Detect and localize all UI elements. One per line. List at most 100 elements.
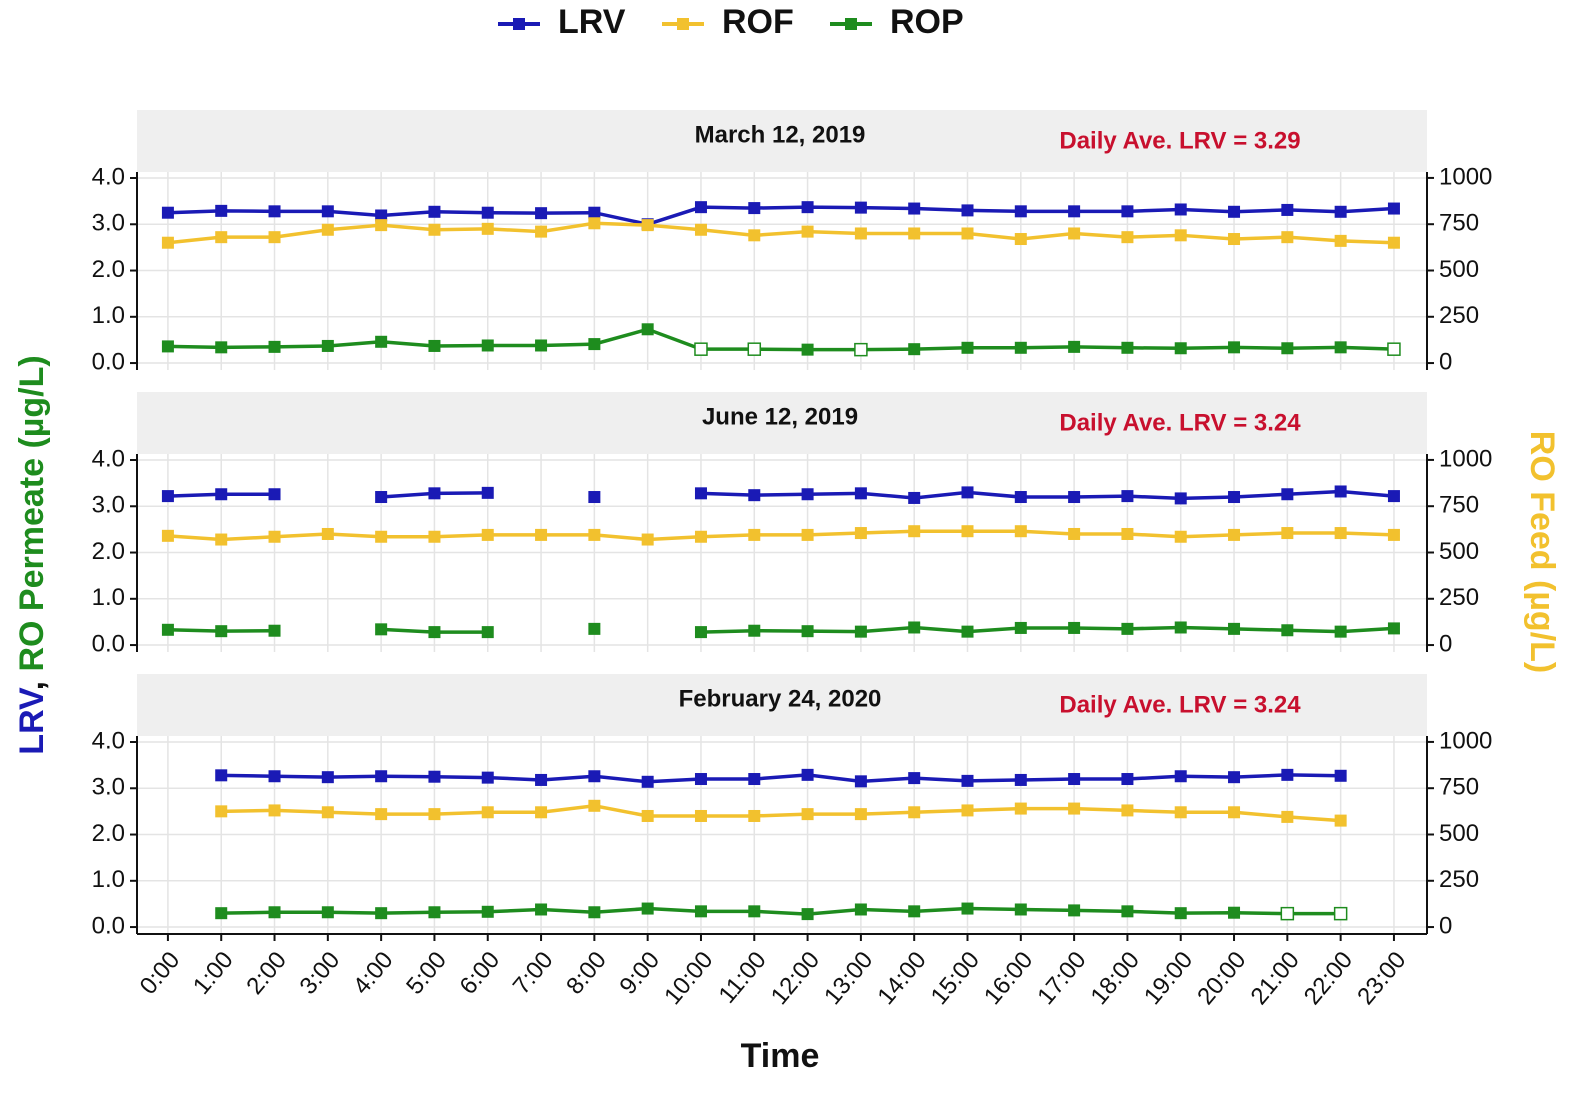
point	[321, 771, 334, 784]
panel-title: February 24, 2020	[679, 685, 882, 712]
y2-tick-label: 1000	[1439, 727, 1492, 754]
legend-label: ROF	[722, 3, 794, 41]
point	[641, 533, 654, 546]
point	[161, 236, 174, 249]
series-line	[700, 625, 1395, 634]
point	[375, 808, 388, 821]
point	[1281, 527, 1294, 540]
point	[481, 206, 494, 219]
x-tick-label: 7:00	[508, 947, 559, 1000]
point	[215, 341, 228, 354]
point	[908, 491, 921, 504]
point	[1334, 625, 1347, 638]
point	[641, 323, 654, 336]
point	[1174, 229, 1187, 242]
point	[1174, 621, 1187, 634]
point	[1121, 804, 1134, 817]
legend-marker	[677, 18, 689, 30]
y-tick-label: 3.0	[92, 492, 125, 519]
y2-tick-label: 250	[1439, 584, 1479, 611]
point	[1334, 485, 1347, 498]
point	[428, 626, 441, 639]
point	[268, 906, 281, 919]
point	[748, 624, 761, 637]
point	[1068, 527, 1081, 540]
point	[1281, 624, 1294, 637]
y-tick-label: 2.0	[92, 538, 125, 565]
x-tick-label: 2:00	[241, 947, 292, 1000]
y-tick-label: 0.0	[92, 348, 125, 375]
panel-title: June 12, 2019	[702, 403, 858, 430]
point	[1334, 769, 1347, 782]
point	[694, 487, 707, 500]
point	[641, 902, 654, 915]
point	[428, 770, 441, 783]
point	[961, 902, 974, 915]
point	[961, 204, 974, 217]
point	[961, 227, 974, 240]
x-tick-label: 1:00	[188, 947, 239, 1000]
y-tick-label: 4.0	[92, 727, 125, 754]
y-tick-label: 2.0	[92, 820, 125, 847]
point	[801, 201, 814, 214]
point	[1068, 340, 1081, 353]
point	[1174, 492, 1187, 505]
y2-tick-label: 0	[1439, 630, 1452, 657]
point	[1014, 233, 1027, 246]
point	[321, 339, 334, 352]
x-tick-label: 4:00	[348, 947, 399, 1000]
point	[694, 223, 707, 236]
point	[1334, 234, 1347, 247]
point	[1174, 530, 1187, 543]
point	[428, 205, 441, 218]
strip	[137, 392, 1427, 454]
point	[1228, 806, 1241, 819]
point	[375, 907, 388, 920]
point	[535, 903, 548, 916]
point	[1387, 528, 1400, 541]
point	[1068, 205, 1081, 218]
point	[375, 219, 388, 232]
point	[748, 202, 761, 215]
point	[908, 905, 921, 918]
point	[1280, 906, 1295, 921]
point	[801, 343, 814, 356]
point	[1121, 527, 1134, 540]
point	[854, 775, 867, 788]
point	[641, 809, 654, 822]
point	[748, 905, 761, 918]
point	[1387, 622, 1400, 635]
series-line	[221, 804, 1341, 823]
y2-tick-label: 250	[1439, 302, 1479, 329]
strip	[137, 674, 1427, 736]
point	[854, 201, 867, 214]
x-tick-label: 9:00	[614, 947, 665, 1000]
point	[1281, 810, 1294, 823]
legend-marker	[845, 18, 857, 30]
point	[161, 340, 174, 353]
x-axis-title: Time	[741, 1037, 820, 1075]
y-axis-title-part: ,	[13, 672, 51, 691]
point	[1068, 227, 1081, 240]
point	[1228, 528, 1241, 541]
point	[748, 489, 761, 502]
point	[1334, 205, 1347, 218]
point	[748, 809, 761, 822]
point	[1121, 905, 1134, 918]
y2-tick-label: 0	[1439, 348, 1452, 375]
y-tick-label: 3.0	[92, 774, 125, 801]
strip	[137, 110, 1427, 172]
x-tick-label: 10:00	[659, 947, 718, 1010]
annotation: Daily Ave. LRV = 3.29	[1059, 127, 1300, 154]
point	[694, 530, 707, 543]
point	[268, 804, 281, 817]
point	[961, 804, 974, 817]
point	[641, 219, 654, 232]
point	[321, 205, 334, 218]
point	[1014, 621, 1027, 634]
point	[215, 625, 228, 638]
point	[375, 770, 388, 783]
point	[1387, 490, 1400, 503]
point	[1174, 770, 1187, 783]
